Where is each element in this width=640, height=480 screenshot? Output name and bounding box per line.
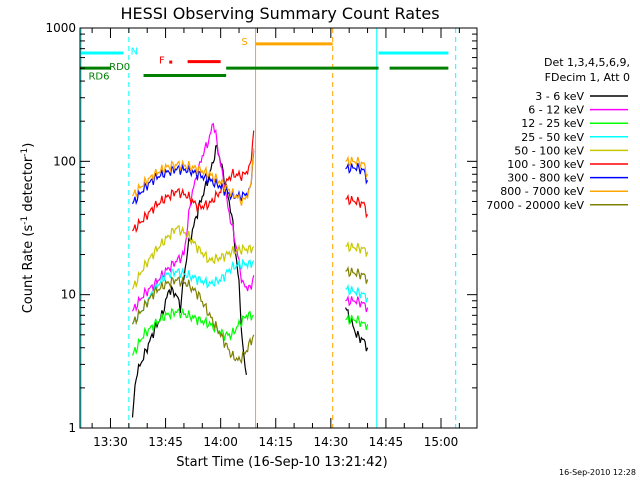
legend-label: 100 - 300 keV bbox=[507, 158, 584, 171]
y-tick-label: 100 bbox=[53, 154, 76, 168]
axes: 1 10 100 1000 13:30 13:45 14:00 14:15 14:30 14:45… bbox=[45, 21, 478, 449]
legend-label: 25 - 50 keV bbox=[521, 131, 584, 144]
legend-label: 7000 - 20000 keV bbox=[486, 199, 584, 212]
chart-title: HESSI Observing Summary Count Rates bbox=[120, 4, 439, 23]
x-tick-label: 14:00 bbox=[203, 435, 238, 449]
series-line-12-25-kev-part2 bbox=[345, 313, 369, 331]
series-line-100-300-kev-part2 bbox=[345, 193, 369, 219]
legend-label: 3 - 6 keV bbox=[535, 90, 584, 103]
series-line-300-800-kev-part2 bbox=[345, 162, 369, 185]
flag-label-s: S bbox=[241, 37, 247, 48]
y-tick-label: 1 bbox=[68, 421, 76, 435]
footer-timestamp: 16-Sep-2010 12:28 bbox=[559, 468, 636, 477]
flag-label-rd6: RD6 bbox=[88, 72, 109, 83]
y-axis-label: Count Rate (s-1 detector-1) bbox=[20, 143, 36, 314]
x-tick-label: 13:30 bbox=[93, 435, 128, 449]
y-tick-label: 1000 bbox=[45, 21, 76, 35]
series-line-100-300-kev bbox=[131, 130, 255, 234]
y-tick-label: 10 bbox=[61, 288, 76, 302]
series-line-3-6-kev-part2 bbox=[344, 307, 369, 352]
series-line-7000-20000-kev-part2 bbox=[345, 265, 369, 284]
series-line-25-50-kev-part2 bbox=[345, 283, 369, 303]
legend-label: 12 - 25 keV bbox=[521, 117, 584, 130]
flag-label-f: F bbox=[159, 56, 165, 67]
series-line-50-100-kev-part2 bbox=[345, 240, 369, 257]
x-axis-label: Start Time (16-Sep-10 13:21:42) bbox=[176, 455, 387, 470]
x-tick-label: 14:15 bbox=[258, 435, 293, 449]
legend: Det 1,3,4,5,6,9, FDecim 1, Att 0 3 - 6 k… bbox=[486, 56, 630, 212]
series-line-7000-20000-kev bbox=[131, 275, 255, 365]
x-tick-label: 14:30 bbox=[314, 435, 349, 449]
flag-label-rd0: RD0 bbox=[109, 62, 130, 73]
legend-label: 800 - 7000 keV bbox=[500, 185, 584, 198]
series-line-6-12-kev-part2 bbox=[345, 294, 369, 313]
series-line-12-25-kev bbox=[131, 307, 254, 356]
series-line-800-7000-kev bbox=[131, 148, 255, 206]
series-line-50-100-kev bbox=[131, 224, 255, 290]
legend-label: 300 - 800 keV bbox=[507, 172, 584, 185]
series-line-6-12-kev bbox=[131, 122, 255, 313]
flag-f-dot bbox=[169, 60, 173, 64]
legend-label: 6 - 12 keV bbox=[528, 104, 584, 117]
x-tick-label: 13:45 bbox=[148, 435, 183, 449]
series-line-25-50-kev bbox=[131, 258, 255, 326]
plot-frame bbox=[79, 27, 478, 429]
flag-label-n: N bbox=[131, 46, 138, 57]
x-tick-label: 15:00 bbox=[424, 435, 459, 449]
legend-label: 50 - 100 keV bbox=[514, 144, 584, 157]
legend-header-line2: FDecim 1, Att 0 bbox=[545, 71, 630, 84]
series-line-800-7000-kev-part2 bbox=[345, 155, 369, 179]
x-tick-label: 14:45 bbox=[369, 435, 404, 449]
legend-header-line1: Det 1,3,4,5,6,9, bbox=[544, 56, 630, 69]
